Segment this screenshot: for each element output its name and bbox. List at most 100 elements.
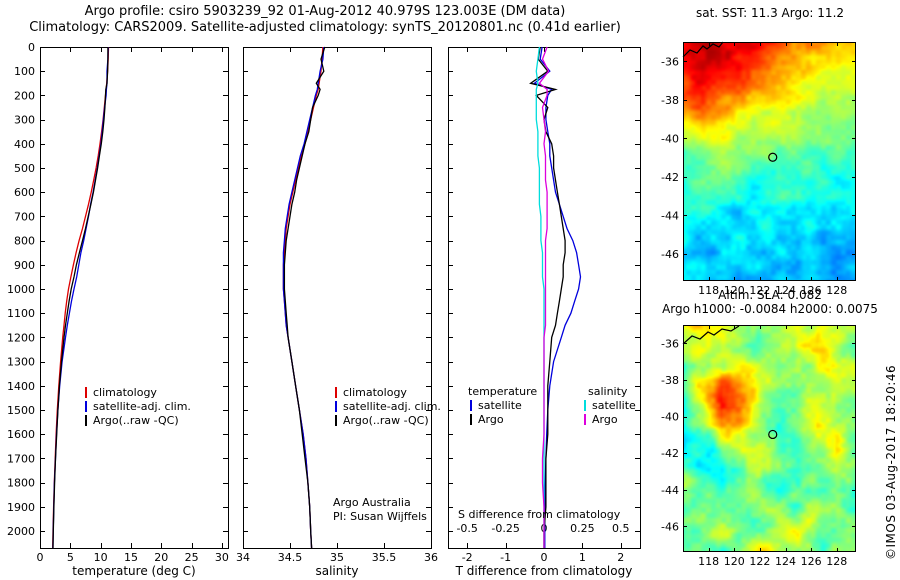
diff-series-s-argo <box>538 46 550 548</box>
tick-label: 2 <box>617 551 624 564</box>
sla-argo-position-marker <box>768 429 778 440</box>
tdiff-axis-label: T difference from climatology <box>455 564 633 578</box>
diff-legend-salinity-header: salinity <box>588 385 628 398</box>
tick-label: -2 <box>462 551 473 564</box>
legend-entry: satellite <box>584 399 636 413</box>
depth-tick-label: 1000 <box>7 283 35 296</box>
depth-tick-label: 2000 <box>7 525 35 538</box>
salinity-panel-legend: climatology satellite-adj. clim. Argo(..ra… <box>335 386 441 428</box>
sla-frame <box>683 325 856 552</box>
tick-label: 35 <box>330 551 344 564</box>
depth-tick-label: 1900 <box>7 501 35 514</box>
depth-tick-label: 900 <box>14 259 35 272</box>
tick-label: 5 <box>67 551 74 564</box>
legend-line-swatch <box>335 415 337 426</box>
sla-map-subtitle: Argo h1000: -0.0084 h2000: 0.0075 <box>662 302 878 316</box>
latitude-tick-label: -36 <box>661 337 679 350</box>
latitude-tick-label: -46 <box>661 248 679 261</box>
legend-label: satellite-adj. clim. <box>343 400 441 413</box>
tick-label: 20 <box>154 551 168 564</box>
tick-label: 30 <box>215 551 229 564</box>
tick-label: 1 <box>579 551 586 564</box>
tick-label: 34 <box>236 551 250 564</box>
legend-line-swatch <box>335 387 337 398</box>
longitude-tick-label: 128 <box>826 555 847 568</box>
latitude-tick-label: -40 <box>661 132 679 145</box>
legend-entry: satellite-adj. clim. <box>85 400 191 414</box>
legend-line-swatch <box>584 414 586 425</box>
longitude-tick-label: 126 <box>801 555 822 568</box>
pi-note: PI: Susan Wijffels <box>333 510 427 523</box>
legend-line-swatch <box>335 401 337 412</box>
temperature-panel-legend: climatology satellite-adj. clim. Argo(..ra… <box>85 386 191 428</box>
tick-label: 36 <box>424 551 438 564</box>
sst-argo-position-marker <box>768 152 778 162</box>
tick-label: 25 <box>185 551 199 564</box>
figure-title-line1: Argo profile: csiro 5903239_92 01-Aug-20… <box>84 4 566 19</box>
sdiff-tick-label: 0.5 <box>612 522 630 535</box>
sst-map-image <box>683 42 856 281</box>
legend-line-swatch <box>470 400 472 411</box>
legend-label: Argo(..raw -QC) <box>343 414 429 427</box>
legend-line-swatch <box>584 400 586 411</box>
latitude-tick-label: -46 <box>661 520 679 533</box>
legend-entry: Argo <box>470 413 522 427</box>
depth-tick-label: 600 <box>14 186 35 199</box>
temperature-axis-label: temperature (deg C) <box>72 564 196 578</box>
temp-series-argo-raw-qc- <box>52 47 109 549</box>
legend-line-swatch <box>85 387 87 398</box>
legend-label: climatology <box>343 386 407 399</box>
diff-series-t-satellite <box>533 46 582 548</box>
legend-entry: climatology <box>85 386 191 400</box>
sst-coastline <box>682 41 724 58</box>
latitude-tick-label: -38 <box>661 374 679 387</box>
legend-label: satellite <box>478 399 522 412</box>
depth-tick-label: 100 <box>14 65 35 78</box>
salinity-axis-label: salinity <box>315 564 359 578</box>
sdiff-tick-label: -0.25 <box>491 522 519 535</box>
diff-legend-temperature: satellite Argo <box>470 399 522 427</box>
tick-label: 10 <box>94 551 108 564</box>
latitude-tick-label: -36 <box>661 55 679 68</box>
sst-frame <box>683 42 856 281</box>
longitude-tick-label: 124 <box>775 284 796 297</box>
legend-line-swatch <box>85 415 87 426</box>
argo-australia-note: Argo Australia <box>333 496 411 509</box>
latitude-tick-label: -42 <box>661 171 679 184</box>
legend-entry: climatology <box>335 386 441 400</box>
depth-tick-label: 1200 <box>7 331 35 344</box>
latitude-tick-label: -44 <box>661 484 679 497</box>
sal-frame <box>243 47 432 549</box>
depth-tick-label: 1400 <box>7 380 35 393</box>
sdiff-tick-label: 0.25 <box>570 522 595 535</box>
depth-tick-label: 1100 <box>7 307 35 320</box>
tick-label: 34.5 <box>278 551 303 564</box>
depth-tick-label: 200 <box>14 89 35 102</box>
sdiff-tick-label: -0.5 <box>456 522 477 535</box>
depth-tick-label: 1300 <box>7 356 35 369</box>
legend-label: Argo(..raw -QC) <box>93 414 179 427</box>
longitude-tick-label: 124 <box>775 555 796 568</box>
longitude-tick-label: 126 <box>801 284 822 297</box>
temp-frame <box>40 47 229 549</box>
sst-map-title: sat. SST: 11.3 Argo: 11.2 <box>695 6 845 20</box>
depth-tick-label: 1700 <box>7 452 35 465</box>
legend-label: climatology <box>93 386 157 399</box>
sla-map-image <box>683 325 856 552</box>
tick-label: -1 <box>500 551 511 564</box>
diff-legend-salinity: satellite Argo <box>584 399 636 427</box>
sla-map-title: Altim. SLA: 0.082 <box>718 288 822 302</box>
depth-tick-label: 0 <box>28 41 35 54</box>
imos-credit: ©IMOS 03-Aug-2017 18:20:46 <box>884 364 898 560</box>
legend-entry: satellite <box>470 399 522 413</box>
tick-label: 15 <box>124 551 138 564</box>
legend-entry: satellite-adj. clim. <box>335 400 441 414</box>
legend-label: Argo <box>478 413 504 426</box>
longitude-tick-label: 122 <box>749 555 770 568</box>
legend-entry: Argo(..raw -QC) <box>85 414 191 428</box>
longitude-tick-label: 128 <box>826 284 847 297</box>
sal-series-satellite-adj-clim- <box>282 46 325 549</box>
depth-tick-label: 800 <box>14 235 35 248</box>
longitude-tick-label: 120 <box>724 284 745 297</box>
